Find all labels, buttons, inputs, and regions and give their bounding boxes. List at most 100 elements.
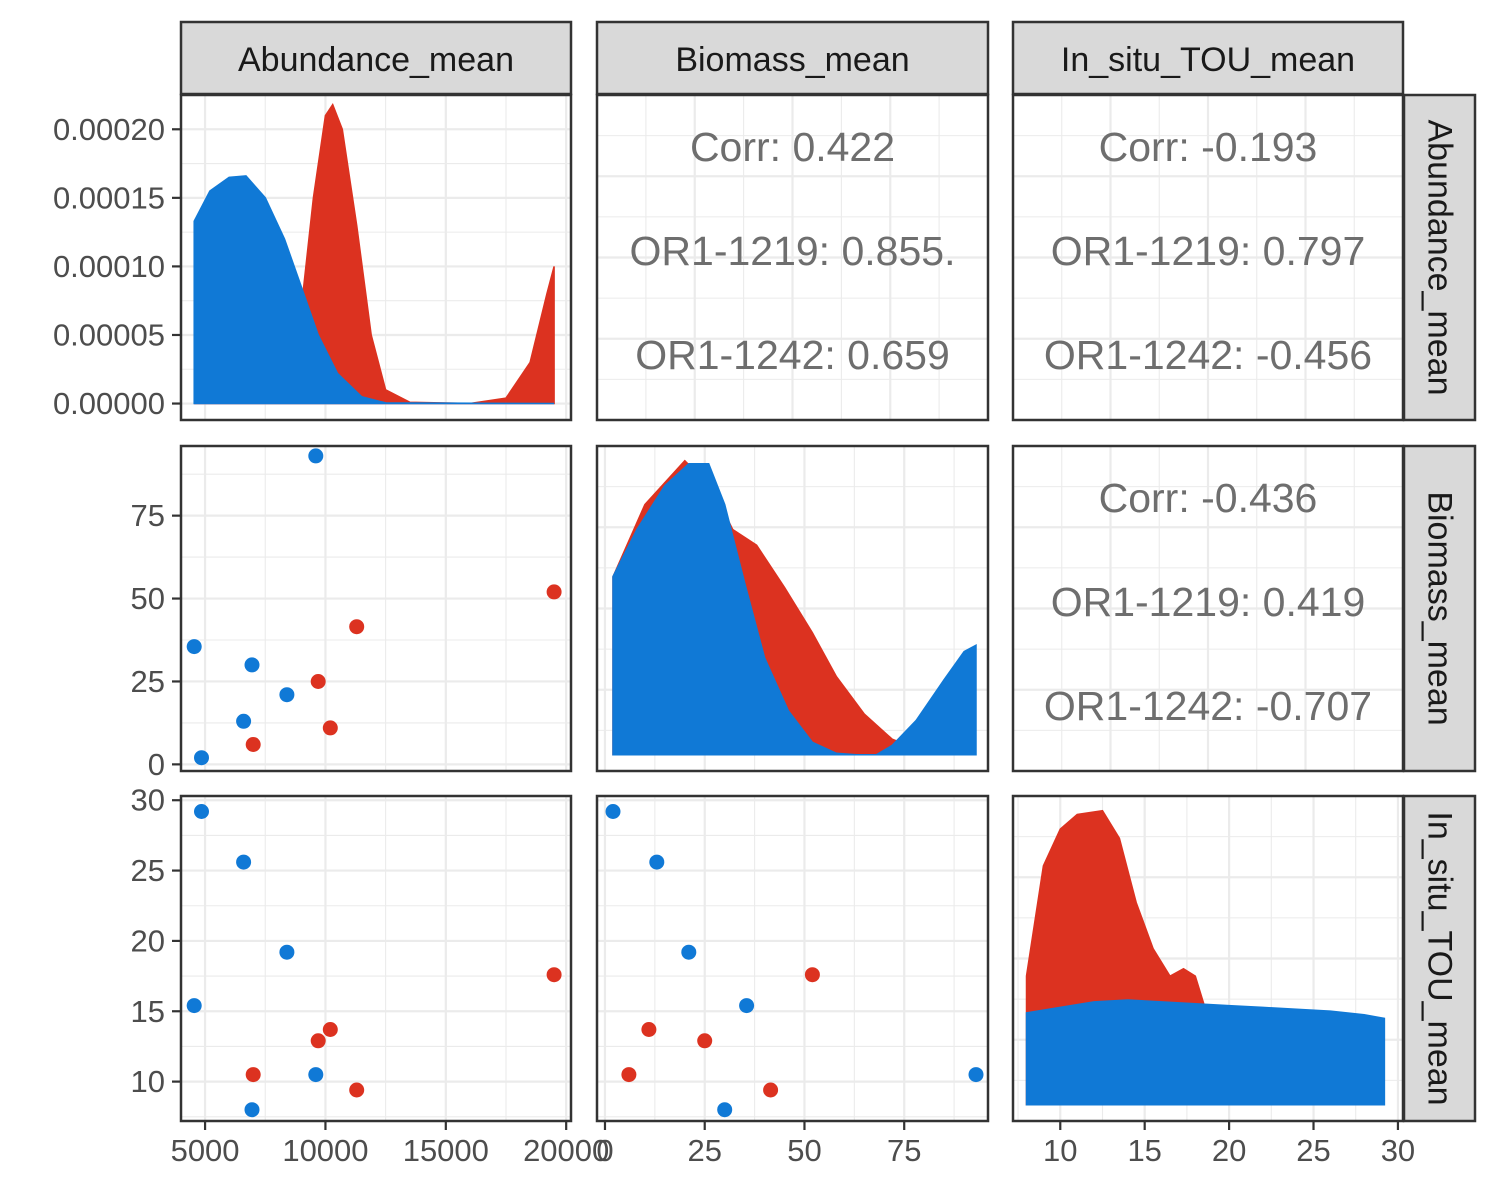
y-tick-label: 20 [131, 923, 165, 958]
y-tick-label: 0.00020 [53, 112, 165, 147]
strip-label: Biomass_mean [1421, 491, 1459, 725]
x-tick-label: 15000 [403, 1133, 489, 1168]
strip-label: Abundance_mean [1421, 119, 1459, 395]
x-axis-abundance-mean: 5000 10000 15000 20000 [171, 1121, 609, 1168]
x-tick-label: 5000 [171, 1133, 240, 1168]
strip-background [1402, 93, 1477, 422]
scatter-point-or1-1242 [279, 687, 295, 703]
strip-top-abundance-mean: Abundance_mean [179, 20, 573, 96]
x-tick-label: 20 [1212, 1133, 1246, 1168]
scatter-point-or1-1219 [349, 1082, 365, 1098]
y-axis-abundance-mean: 0.00000 0.00005 0.00010 0.00015 0.00020 [53, 112, 181, 421]
y-tick-label: 15 [131, 994, 165, 1029]
corr-overall: Corr: 0.422 [690, 124, 895, 170]
panel-in-situ-tou-mean-vs-in-situ-tou-mean: 10 15 20 25 30 [1011, 794, 1415, 1168]
scatter-point-or1-1219 [697, 1033, 713, 1049]
corr-group: OR1-1242: -0.707 [1044, 683, 1372, 729]
scatter-point-or1-1242 [681, 944, 697, 960]
grid-lines [181, 446, 571, 771]
scatter-point-or1-1242 [308, 1067, 324, 1083]
panel-in-situ-tou-mean-vs-biomass-mean: 0 25 50 75 [595, 794, 990, 1168]
y-tick-label: 0.00005 [53, 317, 165, 352]
scatter-point-or1-1242 [236, 713, 252, 729]
x-tick-label: 0 [596, 1133, 613, 1168]
density-or1-1242 [1025, 999, 1386, 1106]
density-or1-1242 [193, 175, 555, 405]
corr-overall: Corr: -0.436 [1099, 475, 1318, 521]
panel-border [179, 794, 573, 1123]
scatter-point-or1-1219 [322, 1022, 338, 1037]
panel-biomass-mean-vs-biomass-mean [595, 444, 990, 773]
x-tick-label: 25 [1296, 1133, 1330, 1168]
scatter-point-or1-1219 [245, 737, 261, 752]
grid-lines [1013, 446, 1403, 771]
y-tick-label: 0.00015 [53, 180, 165, 215]
strip-background [1011, 20, 1405, 96]
grid-lines [181, 796, 571, 1121]
scatter-point-or1-1219 [641, 1022, 657, 1037]
strip-background [1402, 794, 1477, 1123]
corr-group: OR1-1242: 0.659 [635, 332, 950, 378]
scatter-point-or1-1242 [279, 944, 295, 960]
grid-lines [597, 95, 988, 420]
x-tick-label: 20000 [523, 1133, 609, 1168]
grid-lines [597, 796, 988, 1121]
strip-top-biomass-mean: Biomass_mean [595, 20, 990, 96]
scatter-point-or1-1219 [310, 674, 326, 689]
scatter-point-or1-1219 [310, 1033, 326, 1049]
scatter-point-or1-1242 [236, 854, 252, 870]
x-tick-label: 15 [1127, 1133, 1161, 1168]
y-axis-in-situ-tou-mean: 10 15 20 25 30 [131, 783, 181, 1099]
panel-border [179, 444, 573, 773]
x-axis-in-situ-tou-mean: 10 15 20 25 30 [1043, 1121, 1415, 1168]
x-tick-label: 75 [887, 1133, 921, 1168]
strip-label: Biomass_mean [675, 41, 909, 79]
y-tick-label: 75 [131, 498, 165, 533]
x-tick-label: 30 [1381, 1133, 1415, 1168]
y-tick-label: 25 [131, 853, 165, 888]
y-tick-label: 10 [131, 1064, 165, 1099]
y-axis-biomass-mean: 0 25 50 75 [131, 498, 181, 782]
x-tick-label: 10000 [282, 1133, 368, 1168]
strip-background [1402, 444, 1477, 773]
panel-border [595, 794, 990, 1123]
scatter-point-or1-1242 [244, 657, 260, 673]
strip-label: In_situ_TOU_mean [1061, 41, 1355, 79]
scatter-point-or1-1219 [349, 619, 365, 635]
corr-group: OR1-1219: 0.855. [630, 228, 956, 274]
strip-right-in-situ-tou-mean: In_situ_TOU_mean [1402, 794, 1477, 1123]
x-tick-label: 25 [687, 1133, 721, 1168]
scatter-point-or1-1219 [322, 720, 338, 736]
panel-abundance-mean-vs-in-situ-tou-mean: Corr: -0.193 OR1-1219: 0.797 OR1-1242: -0.… [1011, 93, 1405, 422]
scatter-point-or1-1242 [605, 804, 621, 819]
y-tick-label: 25 [131, 664, 165, 699]
grid-lines [1013, 95, 1403, 420]
scatter-point-or1-1242 [649, 854, 665, 870]
scatter-point-or1-1219 [546, 967, 562, 983]
y-tick-label: 0 [148, 747, 165, 782]
scatter-point-or1-1242 [968, 1067, 984, 1083]
strip-label: In_situ_TOU_mean [1421, 811, 1459, 1105]
scatter-point-or1-1219 [804, 967, 820, 983]
scatter-point-or1-1219 [621, 1067, 637, 1083]
scatter-point-or1-1219 [546, 584, 562, 600]
x-tick-label: 50 [787, 1133, 821, 1168]
corr-group: OR1-1219: 0.797 [1051, 228, 1366, 274]
scatter-point-or1-1242 [194, 804, 209, 819]
y-tick-label: 0.00000 [53, 386, 165, 421]
strip-background [595, 20, 990, 96]
panel-abundance-mean-vs-biomass-mean: Corr: 0.422 OR1-1219: 0.855. OR1-1242: 0.6… [595, 93, 990, 422]
x-axis-biomass-mean: 0 25 50 75 [596, 1121, 921, 1168]
corr-group: OR1-1219: 0.419 [1051, 579, 1366, 625]
panel-in-situ-tou-mean-vs-abundance-mean: 10 15 20 25 30 5000 10000 15000 20000 [131, 783, 610, 1168]
strip-right-biomass-mean: Biomass_mean [1402, 444, 1477, 773]
strip-top-in-situ-tou-mean: In_situ_TOU_mean [1011, 20, 1405, 96]
x-tick-label: 10 [1043, 1133, 1077, 1168]
corr-overall: Corr: -0.193 [1099, 124, 1318, 170]
corr-group: OR1-1242: -0.456 [1044, 332, 1372, 378]
panel-border [595, 444, 990, 773]
panel-abundance-mean-vs-abundance-mean: 0.00000 0.00005 0.00010 0.00015 0.00020 [53, 93, 573, 422]
strip-right-abundance-mean: Abundance_mean [1402, 93, 1477, 422]
panel-biomass-mean-vs-abundance-mean: 0 25 50 75 [131, 444, 573, 782]
